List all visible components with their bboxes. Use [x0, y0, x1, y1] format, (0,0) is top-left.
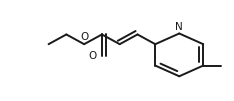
Text: N: N: [175, 22, 183, 32]
Text: O: O: [80, 32, 88, 42]
Text: O: O: [89, 51, 97, 61]
